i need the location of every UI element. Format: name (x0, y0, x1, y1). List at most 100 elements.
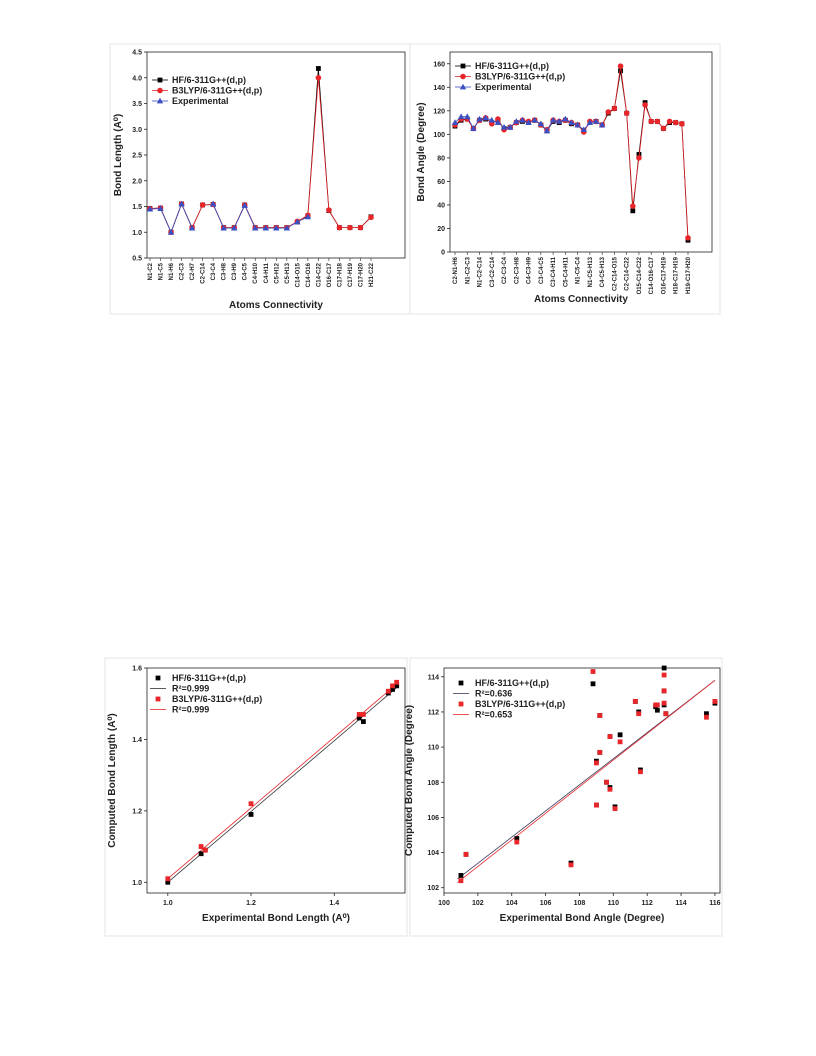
marker (562, 115, 569, 122)
marker (336, 224, 343, 231)
marker (220, 224, 227, 231)
x-tick-label: H19-C17-H20 (686, 256, 692, 294)
x-tick-label: C2-C14 (201, 262, 207, 283)
legend-label: HF/6-311G++(d,p) (475, 61, 549, 71)
marker (605, 109, 612, 115)
marker (568, 119, 575, 125)
x-axis-title: Atoms Connectivity (229, 300, 323, 311)
y-tick-label: 40 (437, 202, 445, 209)
y-tick-label: 1.0 (132, 880, 142, 887)
x-tick-label: C3-H8 (222, 262, 228, 280)
marker (580, 126, 587, 133)
legend-label: B3LYP/6-311G++(d,p) (172, 86, 262, 96)
x-tick-label: C3-H9 (232, 262, 238, 280)
marker (632, 698, 638, 704)
marker (451, 119, 459, 125)
marker (230, 224, 238, 231)
marker (368, 214, 374, 221)
x-tick-label: 100 (438, 900, 450, 907)
marker (198, 851, 204, 857)
marker (500, 123, 508, 130)
chart: 1.0 1.2 1.4 1.6 Computed Bond Length (A⁰) 1.0… (104, 657, 408, 937)
marker (390, 687, 395, 692)
fit-line (457, 679, 716, 883)
marker (660, 125, 667, 132)
x-axis-title: Experimental Bond Angle (Degree) (500, 913, 665, 924)
marker (679, 120, 685, 127)
y-tick-label: 0 (441, 250, 445, 257)
marker (630, 203, 636, 209)
marker (155, 675, 161, 681)
legend-label: R²=0.999 (172, 684, 209, 694)
marker (463, 851, 469, 857)
x-tick-label: C4-C3-H9 (527, 256, 533, 284)
x-tick-label: O16-C17-H19 (661, 256, 667, 294)
marker (167, 228, 175, 235)
marker (597, 749, 603, 755)
x-tick-label: C2-C3-H8 (514, 256, 520, 284)
x-tick-label: C4-C5 (243, 262, 249, 280)
marker (636, 711, 642, 717)
marker (248, 812, 254, 817)
y-tick-label: 2.0 (132, 178, 142, 185)
x-axis-title: Experimental Bond Length (A⁰) (202, 913, 350, 924)
x-tick-label: C2-C14-C22 (625, 256, 631, 290)
marker (590, 669, 596, 674)
x-tick-label: C4-C5-H13 (600, 256, 606, 287)
marker (586, 119, 594, 125)
marker (283, 224, 291, 231)
x-tick-label: N1-C5-H13 (588, 256, 594, 287)
marker (482, 114, 489, 121)
marker (360, 719, 366, 724)
marker (202, 847, 208, 853)
x-tick-label: O15-C14-C22 (637, 256, 643, 294)
x-tick-label: C5-C4-H11 (563, 256, 569, 287)
marker (157, 77, 163, 83)
marker (394, 679, 400, 685)
marker (704, 711, 709, 717)
x-tick-label: 102 (472, 900, 484, 907)
marker (460, 73, 466, 80)
marker (458, 873, 464, 878)
marker (188, 224, 196, 231)
marker (165, 876, 171, 882)
marker (458, 878, 464, 884)
marker (315, 66, 321, 71)
y-tick-label: 3.0 (132, 127, 142, 134)
chart: 0 20 40 60 80 100 120 140 160 Bond Angle (Degree)… (409, 43, 721, 315)
marker (617, 732, 623, 738)
y-tick-label: 112 (428, 709, 439, 716)
marker (357, 224, 364, 231)
x-tick-label: H18-C17-H19 (674, 256, 680, 294)
marker (604, 779, 609, 785)
marker (661, 665, 667, 671)
x-tick-label: C2-H7 (190, 262, 196, 280)
marker (537, 120, 545, 127)
x-tick-label: 106 (540, 900, 552, 907)
marker (654, 702, 660, 708)
marker (636, 151, 642, 157)
marker (623, 110, 630, 116)
x-tick-label: N1-C5-C4 (576, 256, 582, 284)
marker (590, 681, 596, 687)
x-tick-label: C17-H18 (337, 262, 343, 287)
marker (360, 712, 366, 717)
marker (593, 802, 599, 808)
marker (712, 698, 718, 704)
legend-label: R²=0.999 (172, 705, 209, 715)
marker (704, 714, 709, 720)
x-tick-label: 104 (506, 900, 518, 907)
x-tick-label: N1-H6 (169, 262, 175, 280)
marker (636, 155, 642, 161)
chart: 102 104 106 108 110 112 114 Computed Bond Angle… (404, 657, 723, 937)
x-tick-label: C17-H20 (358, 262, 364, 287)
marker (598, 121, 606, 128)
x-tick-label: 114 (675, 900, 686, 907)
marker (252, 224, 259, 231)
panel-border (409, 657, 723, 937)
marker (156, 97, 164, 104)
x-tick-label: C2-C3 (180, 262, 186, 280)
x-tick-label: C17-H19 (348, 262, 354, 287)
